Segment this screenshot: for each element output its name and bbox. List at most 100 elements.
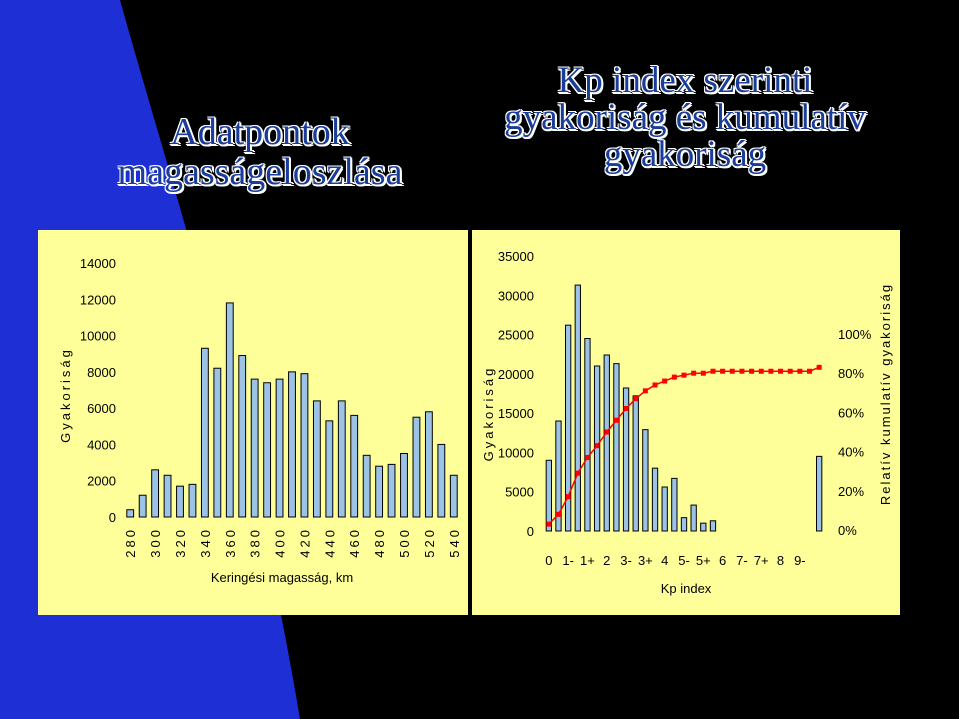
bar [680, 517, 688, 532]
bar [288, 371, 296, 518]
cumulative-point [768, 368, 774, 374]
bar [700, 522, 707, 532]
y-tick-label: 0 [109, 510, 116, 525]
x-tick-label: 480 [372, 527, 387, 558]
cumulative-point [613, 417, 619, 423]
bar [584, 338, 591, 532]
bar [176, 485, 184, 518]
bar [387, 463, 396, 518]
x-tick-label: 9- [794, 553, 806, 568]
x-tick-label: 0 [545, 553, 552, 568]
bar [275, 378, 284, 518]
x-tick-label: 4 [661, 553, 668, 568]
x-tick-label: 3- [620, 553, 632, 568]
bar [564, 324, 572, 532]
cumulative-point [565, 494, 571, 500]
x-tick-label: 440 [322, 527, 337, 558]
cumulative-point [691, 370, 697, 376]
cumulative-point [633, 396, 639, 402]
bar [545, 459, 552, 532]
bar [225, 302, 234, 518]
bar [325, 420, 334, 518]
x-tick-label: 8 [777, 553, 784, 568]
cumulative-point [787, 368, 793, 374]
cumulative-point [739, 368, 745, 374]
cumulative-point [642, 388, 648, 394]
cumulative-point [662, 378, 668, 384]
y-tick-label: 0 [527, 524, 534, 539]
x-axis-title: Keringési magasság, km [211, 570, 353, 585]
cumulative-point [671, 374, 677, 380]
x-tick-label: 500 [397, 527, 412, 558]
cumulative-point [720, 368, 726, 374]
x-tick-label: 1- [562, 553, 574, 568]
bar [613, 363, 620, 532]
bar [437, 443, 446, 518]
x-tick-label: 1+ [580, 553, 595, 568]
bar [400, 453, 408, 518]
bar [574, 284, 581, 532]
y-axis-title: Gyakoriság [481, 366, 496, 462]
cumulative-point [729, 368, 735, 374]
cumulative-point [623, 405, 629, 411]
bar [213, 367, 222, 518]
bar [138, 494, 147, 518]
cumulative-point [584, 454, 590, 460]
y-tick-label: 12000 [80, 292, 116, 307]
x-tick-label: 360 [223, 527, 238, 558]
y-tick-label: 2000 [87, 474, 116, 489]
bar [350, 414, 359, 518]
bar [661, 486, 668, 532]
y-tick-label: 20000 [498, 367, 534, 382]
y-tick-label: 6000 [87, 401, 116, 416]
x-tick-label: 7- [736, 553, 748, 568]
chart-panel-kp: 0 5000 10000 15000 20000 25000 30000 35000 0% 20%… [472, 230, 900, 615]
cumulative-point [710, 368, 716, 374]
cumulative-point [778, 368, 784, 374]
bar [163, 474, 172, 518]
x-tick-label: 5- [678, 553, 690, 568]
bar [362, 454, 371, 518]
cumulative-point [555, 511, 561, 517]
x-tick-label: 520 [422, 527, 437, 558]
y-tick-label: 5000 [505, 485, 534, 500]
slide-title-right: Kp index szerinti gyakoriság és kumulatí… [504, 60, 866, 175]
x-tick-label: 460 [347, 527, 362, 558]
chart-panel-altitude: 0 2000 4000 6000 8000 10000 12000 14000 280 300 32… [38, 230, 468, 615]
bar [642, 429, 649, 532]
y-tick-label: 14000 [80, 256, 116, 271]
x-tick-label: 380 [248, 527, 263, 558]
x-tick-label: 540 [447, 527, 462, 558]
y-tick-label: 15000 [498, 406, 534, 421]
cumulative-point [681, 372, 687, 378]
x-tick-label: 400 [273, 527, 288, 558]
bar [632, 395, 639, 532]
y-tick-label: 10000 [498, 445, 534, 460]
bar [690, 504, 697, 532]
y2-tick-label: 80% [838, 366, 864, 381]
y2-tick-label: 100% [838, 327, 872, 342]
x-tick-label: 280 [123, 527, 138, 558]
x-tick-label: 2 [603, 553, 610, 568]
cumulative-point [575, 470, 581, 476]
cumulative-point [604, 429, 610, 435]
bar [126, 509, 135, 518]
altitude-histogram: 0 2000 4000 6000 8000 10000 12000 14000 280 300 32… [58, 256, 462, 585]
cumulative-point [546, 521, 552, 527]
y-tick-label: 35000 [498, 249, 534, 264]
y2-axis-title: Relatív kumulatív gyakoriság [878, 283, 893, 505]
y-tick-label: 10000 [80, 329, 116, 344]
y-tick-label: 4000 [87, 437, 116, 452]
kp-histogram: 0 5000 10000 15000 20000 25000 30000 35000 0% 20%… [481, 249, 893, 596]
bar [709, 520, 717, 532]
bar [622, 387, 630, 532]
bar [816, 455, 823, 532]
bar [312, 400, 321, 518]
x-tick-label: 420 [297, 527, 312, 558]
x-tick-label: 340 [198, 527, 213, 558]
bar [238, 355, 247, 518]
bar [263, 382, 272, 518]
x-tick-label: 320 [173, 527, 188, 558]
x-axis-title: Kp index [661, 581, 712, 596]
y-axis-title: Gyakoriság [58, 347, 73, 443]
